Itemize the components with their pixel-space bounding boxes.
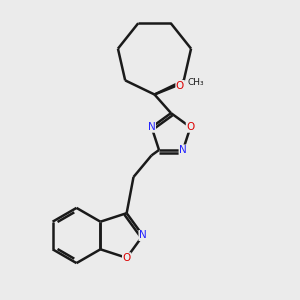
Text: O: O bbox=[122, 253, 131, 263]
Text: O: O bbox=[176, 80, 184, 91]
Text: O: O bbox=[186, 122, 194, 132]
Text: N: N bbox=[139, 230, 147, 241]
Text: CH₃: CH₃ bbox=[187, 78, 204, 87]
Text: N: N bbox=[148, 122, 155, 132]
Text: N: N bbox=[179, 145, 187, 155]
